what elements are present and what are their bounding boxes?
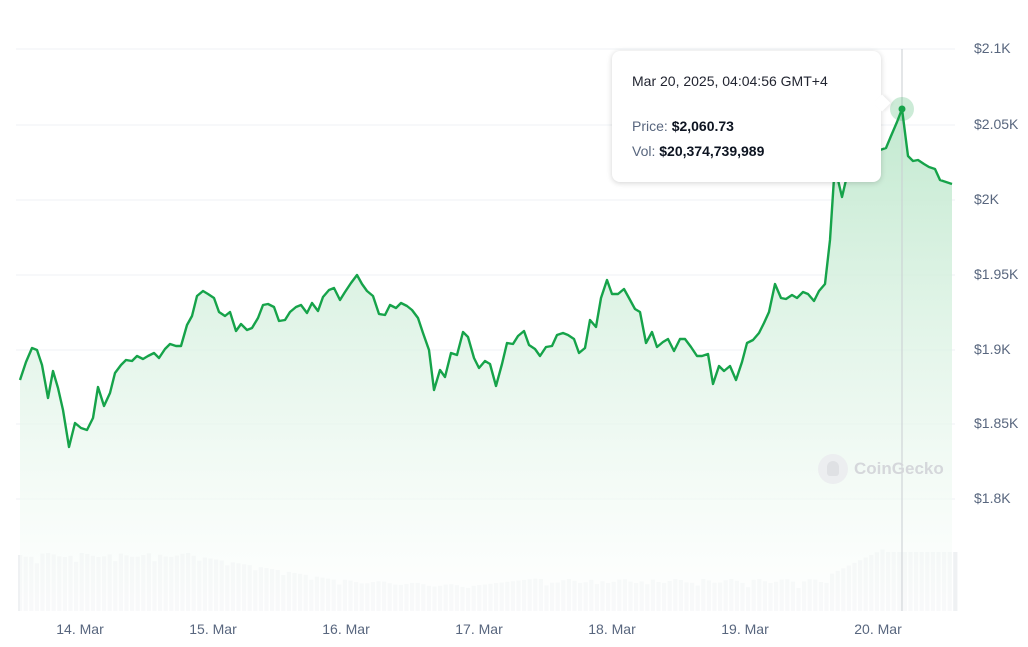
tooltip-vol-value: $20,374,739,989 bbox=[659, 143, 765, 159]
coingecko-watermark: CoinGecko bbox=[818, 454, 944, 484]
x-tick-label: 14. Mar bbox=[56, 621, 104, 637]
tooltip-date: Mar 20, 2025, 04:04:56 GMT+4 bbox=[632, 73, 828, 89]
tooltip-price-row: Price: $2,060.73 bbox=[632, 118, 734, 134]
price-line bbox=[18, 107, 953, 449]
tooltip-price-label: Price: bbox=[632, 118, 668, 134]
x-tick-label: 17. Mar bbox=[455, 621, 503, 637]
y-tick-label: $2.1K bbox=[974, 40, 1011, 56]
x-tick-label: 15. Mar bbox=[189, 621, 237, 637]
x-tick-label: 19. Mar bbox=[721, 621, 769, 637]
y-tick-label: $1.9K bbox=[974, 341, 1011, 357]
tooltip-vol-label: Vol: bbox=[632, 143, 656, 159]
gecko-logo-icon bbox=[818, 454, 848, 484]
y-tick-label: $1.8K bbox=[974, 490, 1011, 506]
tooltip-price-value: $2,060.73 bbox=[671, 118, 734, 134]
x-tick-label: 18. Mar bbox=[588, 621, 636, 637]
watermark-text: CoinGecko bbox=[854, 459, 944, 478]
tooltip-vol-row: Vol: $20,374,739,989 bbox=[632, 143, 764, 159]
y-tick-label: $2.05K bbox=[974, 116, 1019, 132]
x-tick-label: 20. Mar bbox=[854, 621, 902, 637]
y-tick-label: $1.95K bbox=[974, 266, 1019, 282]
x-tick-label: 16. Mar bbox=[322, 621, 370, 637]
price-area bbox=[20, 109, 952, 611]
y-tick-label: $2K bbox=[974, 191, 999, 207]
y-tick-label: $1.85K bbox=[974, 415, 1019, 431]
price-tooltip: Mar 20, 2025, 04:04:56 GMT+4 Price: $2,0… bbox=[612, 51, 881, 182]
hover-point[interactable] bbox=[898, 105, 906, 113]
